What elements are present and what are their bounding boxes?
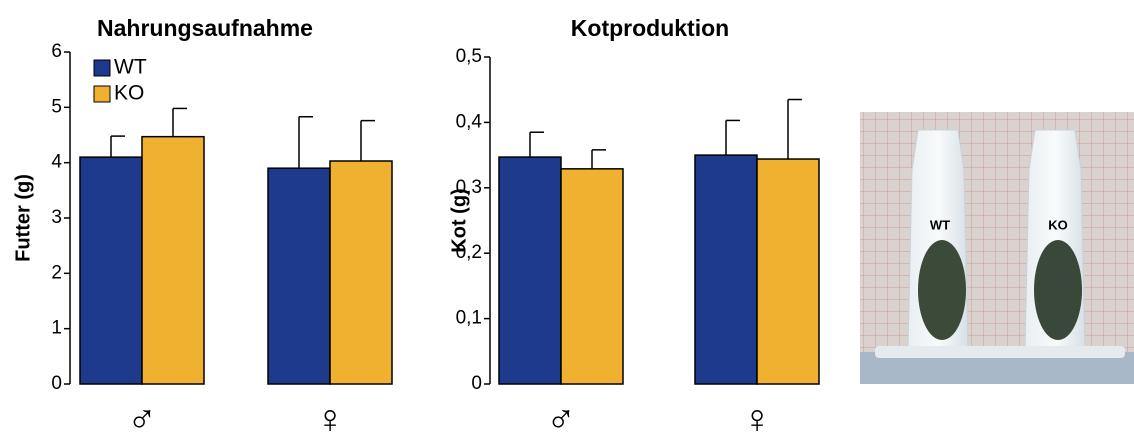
x-tick-label: ♀ bbox=[742, 398, 772, 442]
y-tick-label: 0,3 bbox=[456, 177, 482, 198]
bar bbox=[141, 135, 205, 385]
y-tick-label: 0,2 bbox=[456, 242, 482, 263]
y-axis-label: Futter (g) bbox=[12, 174, 34, 262]
chart-title: Kotproduktion bbox=[571, 15, 729, 41]
legend-swatch bbox=[93, 85, 111, 103]
legend-label: KO bbox=[114, 82, 144, 105]
y-tick-label: 6 bbox=[51, 41, 62, 62]
photo-label: WT bbox=[930, 217, 950, 232]
y-tick-label: 0 bbox=[471, 373, 482, 394]
x-tick-label: ♀ bbox=[315, 398, 345, 442]
bar bbox=[560, 168, 624, 385]
chart-title: Nahrungsaufnahme bbox=[97, 15, 313, 41]
bar bbox=[79, 156, 143, 385]
y-axis-label: Kot (g) bbox=[448, 188, 470, 252]
y-tick-label: 5 bbox=[51, 96, 62, 117]
y-tick-label: 4 bbox=[51, 152, 62, 173]
bar bbox=[267, 167, 331, 385]
bar bbox=[498, 156, 562, 385]
bar bbox=[329, 160, 393, 385]
y-tick-label: 0,4 bbox=[456, 111, 483, 132]
y-tick-label: 1 bbox=[51, 318, 62, 339]
bar bbox=[756, 158, 820, 385]
photo-label: KO bbox=[1048, 217, 1068, 232]
y-tick-label: 3 bbox=[51, 207, 62, 228]
x-tick-label: ♂ bbox=[546, 398, 576, 442]
legend-swatch bbox=[93, 59, 111, 77]
legend-label: WT bbox=[114, 56, 147, 79]
x-tick-label: ♂ bbox=[127, 398, 157, 442]
y-tick-label: 2 bbox=[51, 262, 62, 283]
y-tick-label: 0 bbox=[51, 373, 62, 394]
y-tick-label: 0,1 bbox=[456, 308, 482, 329]
y-tick-label: 0,5 bbox=[456, 46, 482, 67]
bar bbox=[694, 154, 758, 385]
photo: WT KO bbox=[860, 112, 1134, 384]
